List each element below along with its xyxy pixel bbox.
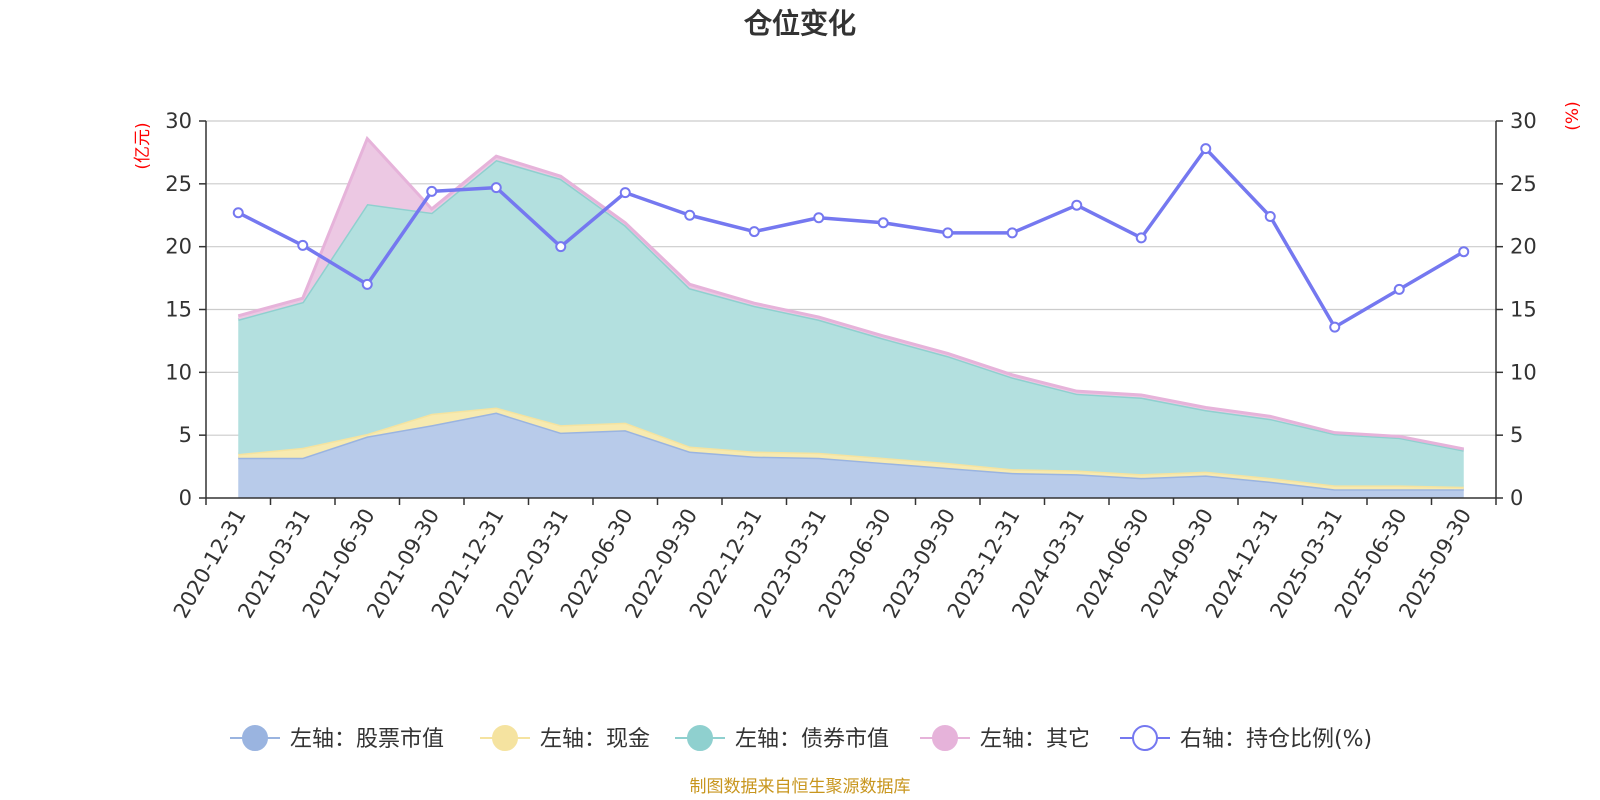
- right-axis-tick-label: 30: [1510, 109, 1537, 133]
- area-edge-4: [237, 135, 1465, 451]
- ratio-point: [361, 278, 373, 290]
- ratio-line: [232, 143, 1470, 333]
- ratio-point: [1264, 211, 1276, 223]
- legend-marker: [932, 725, 958, 751]
- legend-item: 左轴：股票市值: [230, 725, 444, 752]
- ratio-point: [1135, 232, 1147, 244]
- ratio-point: [232, 207, 244, 219]
- left-axis-tick-label: 25: [165, 172, 192, 196]
- right-axis-tick-label: 20: [1510, 235, 1537, 259]
- chart-title: 仓位变化: [744, 7, 856, 40]
- left-axis-tick-label: 5: [179, 423, 192, 447]
- legend-label: 左轴：其它: [980, 727, 1090, 752]
- legend-item: 右轴：持仓比例(%): [1120, 725, 1372, 752]
- right-axis-unit: (%): [1563, 101, 1583, 130]
- right-axis-tick-label: 25: [1510, 172, 1537, 196]
- legend-label: 左轴：债券市值: [735, 727, 889, 752]
- ratio-point: [813, 212, 825, 224]
- right-axis-tick-label: 10: [1510, 360, 1537, 384]
- ratio-line-path: [237, 146, 1465, 329]
- legend-label: 右轴：持仓比例(%): [1180, 727, 1372, 752]
- left-axis-tick-label: 10: [165, 360, 192, 384]
- ratio-point: [490, 182, 502, 194]
- ratio-point: [748, 226, 760, 238]
- ratio-point: [877, 217, 889, 229]
- source-note: 制图数据来自恒生聚源数据库: [690, 777, 911, 797]
- ratio-point: [1458, 246, 1470, 258]
- legend-marker: [492, 725, 518, 751]
- ratio-point: [297, 239, 309, 251]
- legend-marker: [1132, 725, 1158, 751]
- ratio-point: [1329, 321, 1341, 333]
- ratio-point: [1393, 283, 1405, 295]
- area-3: [238, 159, 1464, 487]
- left-axis-tick-label: 15: [165, 298, 192, 322]
- right-axis-tick-label: 15: [1510, 298, 1537, 322]
- legend-item: 左轴：其它: [920, 725, 1090, 752]
- legend-label: 左轴：股票市值: [290, 727, 444, 752]
- ratio-point: [1200, 143, 1212, 155]
- left-axis-tick-label: 0: [179, 486, 192, 510]
- legend-marker: [242, 725, 268, 751]
- ratio-point: [684, 209, 696, 221]
- legend-item: 左轴：现金: [480, 725, 650, 752]
- left-axis-tick-label: 20: [165, 235, 192, 259]
- left-axis-tick-label: 30: [165, 109, 192, 133]
- legend-marker: [687, 725, 713, 751]
- right-axis-tick-label: 0: [1510, 486, 1523, 510]
- ratio-point: [555, 241, 567, 253]
- ratio-point: [1006, 227, 1018, 239]
- ratio-point: [1071, 199, 1083, 211]
- ratio-point: [619, 187, 631, 199]
- ratio-point: [426, 185, 438, 197]
- stacked-areas: [237, 135, 1465, 498]
- legend: 左轴：股票市值 左轴：现金 左轴：债券市值 左轴：其它 右轴：持仓比例(%): [230, 725, 1372, 752]
- area-1: [238, 412, 1464, 498]
- right-axis-tick-label: 5: [1510, 423, 1523, 447]
- area-4: [238, 138, 1464, 451]
- left-axis-unit: (亿元): [133, 122, 153, 169]
- ratio-point: [942, 227, 954, 239]
- legend-item: 左轴：债券市值: [675, 725, 889, 752]
- legend-label: 左轴：现金: [540, 727, 650, 752]
